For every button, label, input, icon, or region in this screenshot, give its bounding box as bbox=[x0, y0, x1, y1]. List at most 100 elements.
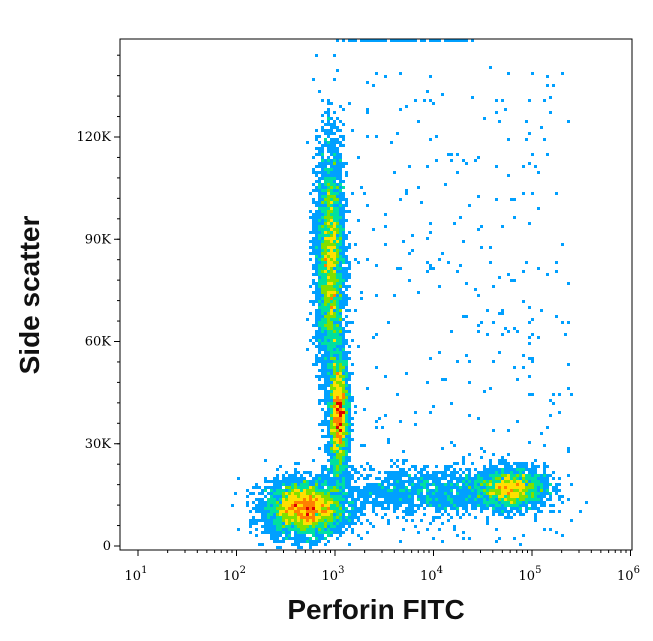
event-cell bbox=[537, 510, 540, 513]
event-cell bbox=[345, 396, 348, 399]
event-cell bbox=[435, 507, 438, 510]
event-cell bbox=[333, 276, 336, 279]
event-cell bbox=[396, 498, 399, 501]
event-cell bbox=[468, 480, 471, 483]
event-cell bbox=[336, 537, 339, 540]
event-cell bbox=[393, 477, 396, 480]
event-cell bbox=[345, 300, 348, 303]
event-cell bbox=[336, 327, 339, 330]
event-cell bbox=[525, 486, 528, 489]
event-cell bbox=[285, 513, 288, 516]
event-cell bbox=[477, 483, 480, 486]
event-cell bbox=[447, 501, 450, 504]
event-cell bbox=[333, 138, 336, 141]
event-cell bbox=[540, 486, 543, 489]
event-cell bbox=[423, 99, 426, 102]
event-cell bbox=[501, 309, 504, 312]
event-cell bbox=[339, 171, 342, 174]
event-cell bbox=[432, 516, 435, 519]
event-cell bbox=[492, 477, 495, 480]
event-cell bbox=[462, 159, 465, 162]
event-cell bbox=[510, 492, 513, 495]
event-cell bbox=[276, 486, 279, 489]
event-cell bbox=[273, 510, 276, 513]
event-cell bbox=[405, 507, 408, 510]
event-cell bbox=[279, 531, 282, 534]
event-cell bbox=[324, 165, 327, 168]
event-cell bbox=[318, 252, 321, 255]
event-cell bbox=[276, 468, 279, 471]
event-cell bbox=[528, 483, 531, 486]
event-cell bbox=[333, 411, 336, 414]
event-cell bbox=[348, 510, 351, 513]
event-cell bbox=[318, 531, 321, 534]
event-cell bbox=[498, 477, 501, 480]
event-cell bbox=[333, 459, 336, 462]
event-cell bbox=[342, 300, 345, 303]
event-cell bbox=[447, 498, 450, 501]
event-cell bbox=[330, 198, 333, 201]
event-cell bbox=[348, 261, 351, 264]
event-cell bbox=[327, 273, 330, 276]
event-cell bbox=[279, 534, 282, 537]
event-cell bbox=[345, 297, 348, 300]
event-cell bbox=[402, 516, 405, 519]
event-cell bbox=[258, 507, 261, 510]
event-cell bbox=[444, 378, 447, 381]
event-cell bbox=[333, 390, 336, 393]
event-cell bbox=[354, 309, 357, 312]
event-cell bbox=[396, 516, 399, 519]
event-cell bbox=[348, 384, 351, 387]
event-cell bbox=[486, 519, 489, 522]
event-cell bbox=[534, 501, 537, 504]
event-cell bbox=[336, 279, 339, 282]
event-cell bbox=[510, 507, 513, 510]
event-cell bbox=[405, 459, 408, 462]
event-cell bbox=[435, 501, 438, 504]
event-cell bbox=[339, 333, 342, 336]
event-cell bbox=[300, 480, 303, 483]
event-cell bbox=[375, 294, 378, 297]
event-cell bbox=[321, 156, 324, 159]
event-cell bbox=[321, 339, 324, 342]
event-cell bbox=[279, 486, 282, 489]
event-cell bbox=[387, 477, 390, 480]
event-cell bbox=[327, 225, 330, 228]
event-cell bbox=[348, 501, 351, 504]
event-cell bbox=[252, 507, 255, 510]
event-cell bbox=[327, 513, 330, 516]
event-cell bbox=[411, 492, 414, 495]
event-cell bbox=[498, 507, 501, 510]
event-cell bbox=[318, 255, 321, 258]
event-cell bbox=[333, 423, 336, 426]
event-cell bbox=[336, 225, 339, 228]
event-cell bbox=[513, 483, 516, 486]
event-cell bbox=[339, 420, 342, 423]
event-cell bbox=[345, 426, 348, 429]
event-cell bbox=[309, 312, 312, 315]
event-cell bbox=[324, 420, 327, 423]
event-cell bbox=[432, 498, 435, 501]
event-cell bbox=[375, 477, 378, 480]
event-cell bbox=[339, 222, 342, 225]
event-cell bbox=[522, 477, 525, 480]
event-cell bbox=[447, 468, 450, 471]
event-cell bbox=[522, 480, 525, 483]
event-cell bbox=[417, 477, 420, 480]
event-cell bbox=[348, 543, 351, 546]
event-cell bbox=[324, 372, 327, 375]
event-cell bbox=[300, 516, 303, 519]
event-cell bbox=[462, 486, 465, 489]
event-cell bbox=[315, 267, 318, 270]
event-cell bbox=[357, 156, 360, 159]
event-cell bbox=[273, 513, 276, 516]
event-cell bbox=[342, 414, 345, 417]
event-cell bbox=[336, 252, 339, 255]
event-cell bbox=[321, 207, 324, 210]
event-cell bbox=[327, 477, 330, 480]
event-cell bbox=[435, 477, 438, 480]
event-cell bbox=[426, 465, 429, 468]
event-cell bbox=[450, 492, 453, 495]
event-cell bbox=[510, 501, 513, 504]
event-cell bbox=[333, 447, 336, 450]
